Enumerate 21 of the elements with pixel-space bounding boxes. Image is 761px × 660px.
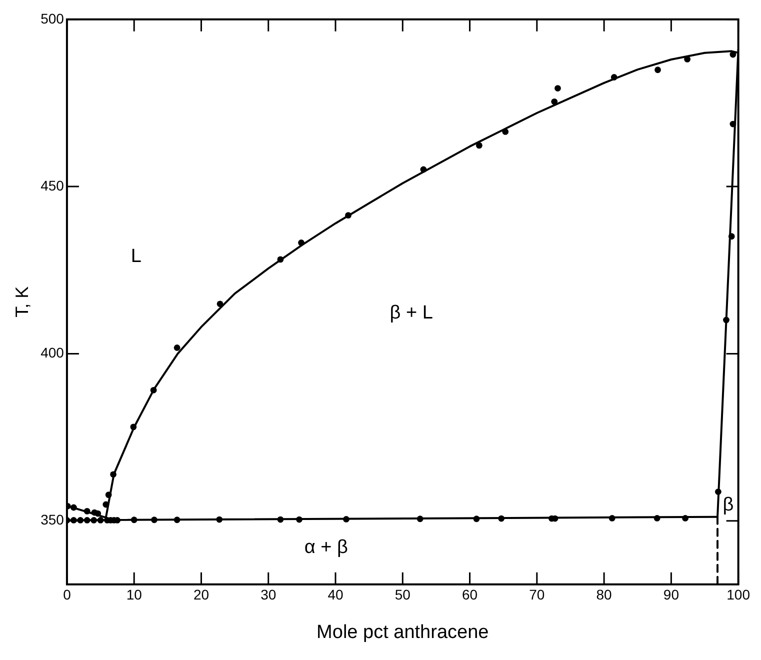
annotation: β — [722, 494, 734, 516]
x-tick-label: 80 — [596, 586, 612, 603]
y-axis-title: T, K — [12, 286, 32, 318]
x-tick-label: 10 — [126, 586, 142, 603]
x-tick-label: 60 — [462, 586, 478, 603]
x-tick-label: 20 — [193, 586, 210, 603]
x-tick-label: 30 — [260, 586, 276, 603]
x-tick-label: 100 — [726, 586, 750, 603]
y-tick-label: 500 — [40, 10, 64, 26]
x-tick-label: 50 — [394, 586, 411, 603]
x-tick-label: 40 — [328, 586, 344, 603]
x-tick-label: 0 — [63, 586, 72, 603]
x-tick-label: 90 — [663, 586, 680, 603]
y-tick-label: 350 — [40, 512, 64, 528]
y-tick-label: 400 — [40, 344, 64, 361]
x-axis-title: Mole pct anthracene — [316, 622, 489, 643]
x-tick-label: 70 — [529, 586, 545, 603]
y-tick-label: 450 — [40, 177, 64, 194]
annotation: β + L — [390, 302, 433, 324]
annotation: α + β — [304, 536, 348, 558]
annotation: L — [130, 246, 142, 267]
